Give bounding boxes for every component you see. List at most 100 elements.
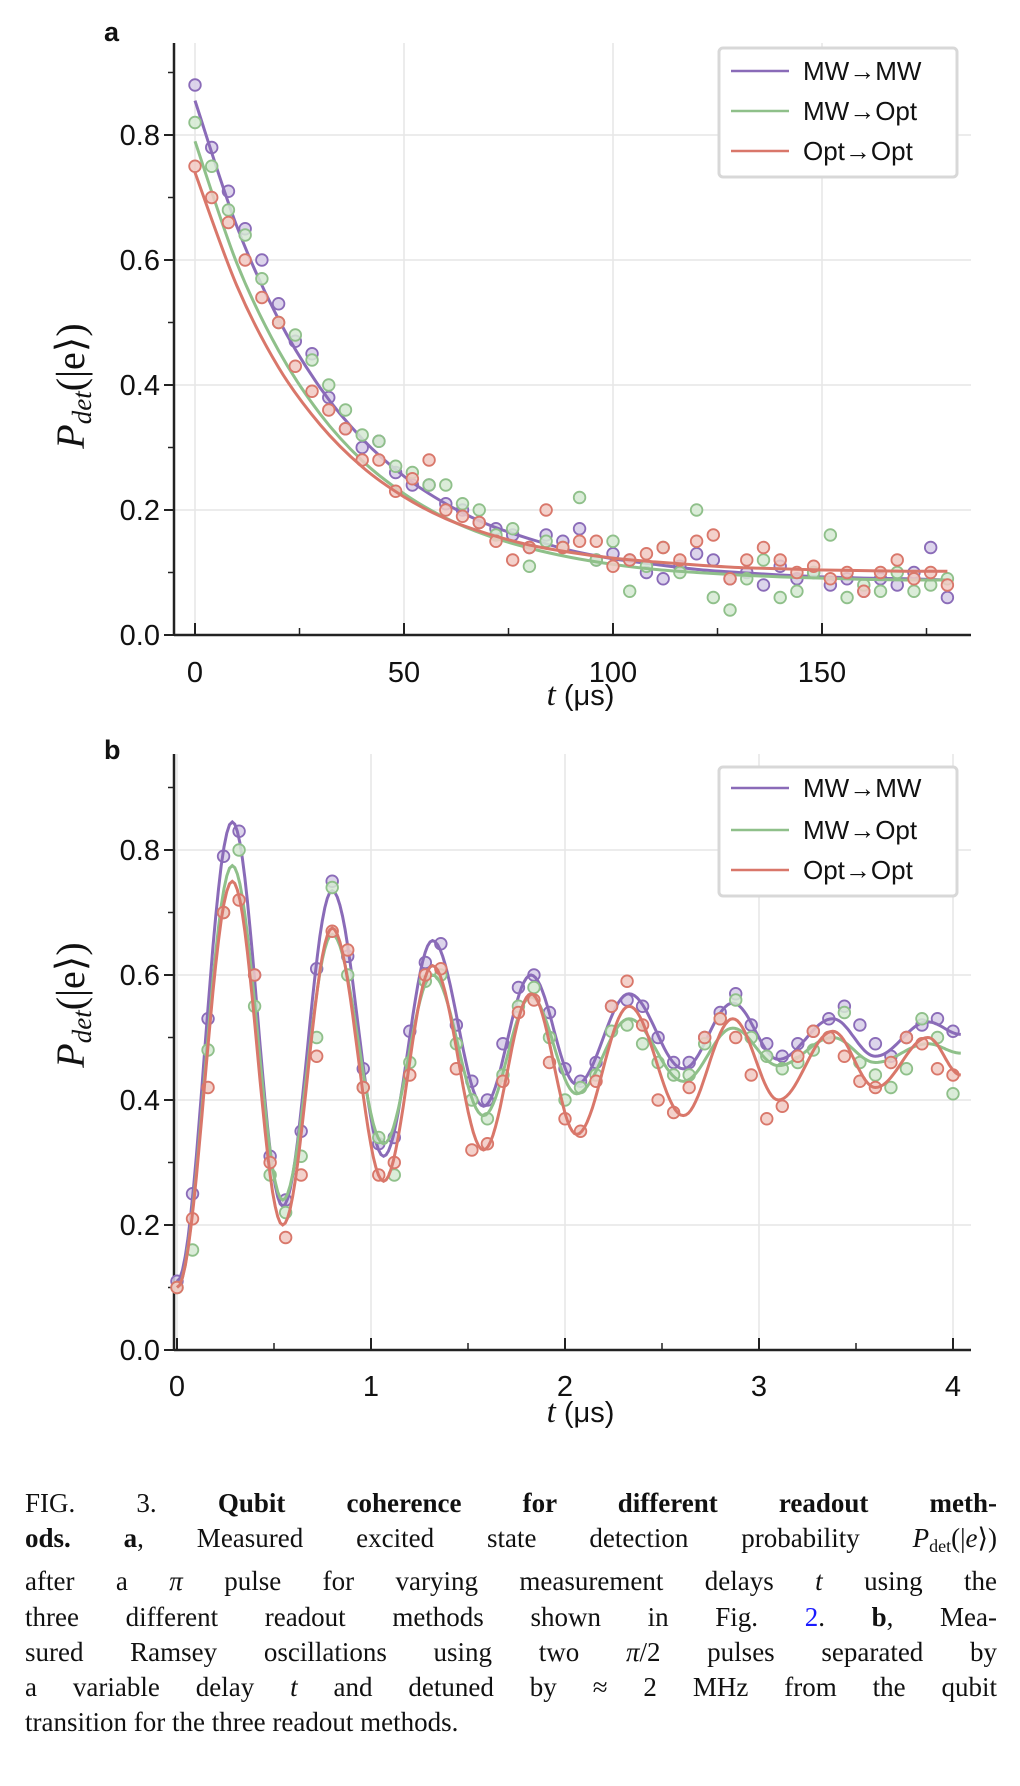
caption-text: ods. a: [25, 1523, 138, 1554]
caption-text: π: [169, 1566, 183, 1597]
legend-box: [717, 765, 959, 898]
data-point: [305, 353, 319, 367]
x-tick-label: 1: [363, 1371, 379, 1403]
fit-curve: [176, 879, 961, 1289]
x-tick-label: 2: [557, 1371, 573, 1403]
data-point: [723, 572, 737, 586]
data-point: [729, 1030, 743, 1045]
data-point: [907, 572, 921, 586]
data-point: [322, 403, 336, 417]
data-point: [288, 328, 303, 342]
data-point: [840, 565, 854, 580]
data-point: [522, 559, 537, 573]
data-point: [322, 378, 336, 392]
data-point: [539, 503, 553, 517]
data-point: [823, 528, 838, 542]
data-point: [940, 590, 955, 605]
data-point: [837, 1049, 852, 1063]
data-point: [405, 472, 420, 486]
data-point: [309, 1049, 324, 1063]
legend-label: MW→Opt: [803, 96, 918, 126]
caption-line: a variable delay t and detuned by ≈ 2 MH…: [25, 1670, 997, 1705]
data-point: [439, 503, 453, 517]
caption-line: FIG. 3. Qubit coherence for different re…: [25, 1486, 997, 1521]
caption-line: transition for the three readout methods…: [25, 1705, 997, 1740]
caption-text: transition for the three readout methods…: [25, 1707, 459, 1738]
data-point: [338, 422, 353, 436]
data-point: [288, 359, 303, 373]
data-point: [899, 1030, 914, 1045]
data-point: [806, 1024, 821, 1038]
y-tick-label: 0.8: [120, 120, 160, 152]
series-2: [170, 879, 961, 1295]
caption-text: sured Ramsey oscillations using two: [25, 1636, 626, 1667]
data-point: [823, 572, 838, 586]
data-point: [439, 478, 453, 492]
fit-curve: [193, 140, 948, 582]
data-point: [930, 1062, 945, 1076]
y-tick-label: 0.0: [120, 1335, 160, 1367]
data-point: [232, 843, 246, 857]
figure-link[interactable]: 2: [804, 1601, 819, 1632]
caption-text: a variable delay: [25, 1672, 291, 1703]
data-point: [422, 453, 436, 467]
caption-text: e: [965, 1523, 978, 1554]
x-axis-label: t (μs): [547, 1394, 615, 1430]
x-tick-label: 4: [945, 1371, 961, 1403]
data-point: [656, 540, 670, 555]
data-point: [388, 459, 403, 473]
caption-text: pulse for varying measurement delays: [182, 1566, 816, 1597]
data-point: [760, 1112, 774, 1126]
legend-label: MW→MW: [803, 56, 922, 86]
y-tick-label: 0.4: [120, 370, 160, 402]
data-point: [338, 403, 353, 417]
data-point: [837, 1005, 852, 1020]
x-tick-label: 100: [589, 657, 637, 689]
data-point: [740, 553, 754, 567]
data-point: [639, 547, 654, 561]
legend-box: [717, 46, 959, 179]
caption-text: using the: [822, 1566, 997, 1597]
legend-label: Opt→Opt: [803, 136, 914, 166]
data-point: [756, 540, 771, 555]
x-tick-label: 0: [187, 657, 203, 689]
panel-a: 0 50 100 150 0.0 0.2 0.4 0.6 0.8 a t (μs) Pdet(|e⟩)…: [48, 17, 971, 713]
legend: MW→MW MW→Opt Opt→Opt: [717, 46, 959, 179]
data-point: [884, 1055, 898, 1070]
caption-text: FIG. 3.: [25, 1488, 218, 1518]
legend-label: Opt→Opt: [803, 855, 914, 885]
data-point: [682, 1080, 696, 1095]
caption-text: b: [871, 1601, 887, 1632]
caption-text: , Measured excited state detection proba…: [137, 1523, 913, 1554]
data-point: [689, 547, 704, 561]
legend: MW→MW MW→Opt Opt→Opt: [717, 765, 959, 898]
data-point: [706, 590, 721, 605]
data-point: [325, 880, 339, 895]
data-point: [890, 553, 904, 567]
figure-caption: FIG. 3. Qubit coherence for different re…: [25, 1486, 997, 1740]
caption-text: after a: [25, 1566, 170, 1597]
y-tick-label: 0.2: [120, 495, 160, 527]
x-tick-label: 3: [751, 1371, 767, 1403]
data-point: [723, 603, 737, 617]
caption-text: t: [290, 1672, 298, 1703]
caption-text: ⟩): [977, 1523, 998, 1554]
series-2: [188, 159, 955, 598]
x-tick-label: 50: [388, 657, 420, 689]
caption-text: .: [818, 1601, 872, 1632]
data-point: [572, 534, 587, 548]
y-tick-label: 0.8: [120, 835, 160, 867]
data-point: [873, 584, 888, 598]
data-point: [472, 515, 486, 530]
y-tick-label: 0.0: [120, 620, 160, 652]
data-point: [238, 253, 252, 267]
data-point: [915, 1012, 929, 1026]
caption-line: ods. a, Measured excited state detection…: [25, 1521, 997, 1564]
caption-text: three different readout methods shown in…: [25, 1601, 805, 1632]
y-tick-label: 0.6: [120, 960, 160, 992]
legend-label: MW→Opt: [803, 815, 918, 845]
data-point: [635, 1037, 650, 1051]
data-point: [884, 1080, 898, 1095]
data-point: [572, 522, 587, 536]
caption-text: , Mea-: [886, 1601, 998, 1632]
